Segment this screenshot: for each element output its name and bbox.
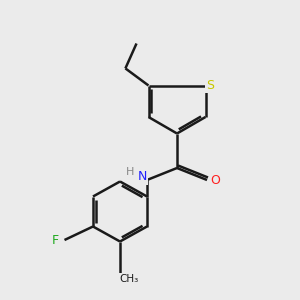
Text: H: H (126, 167, 135, 177)
Text: O: O (211, 173, 220, 187)
Text: S: S (206, 79, 214, 92)
Text: N: N (138, 170, 147, 184)
Text: CH₃: CH₃ (119, 274, 139, 284)
Text: F: F (52, 233, 59, 247)
